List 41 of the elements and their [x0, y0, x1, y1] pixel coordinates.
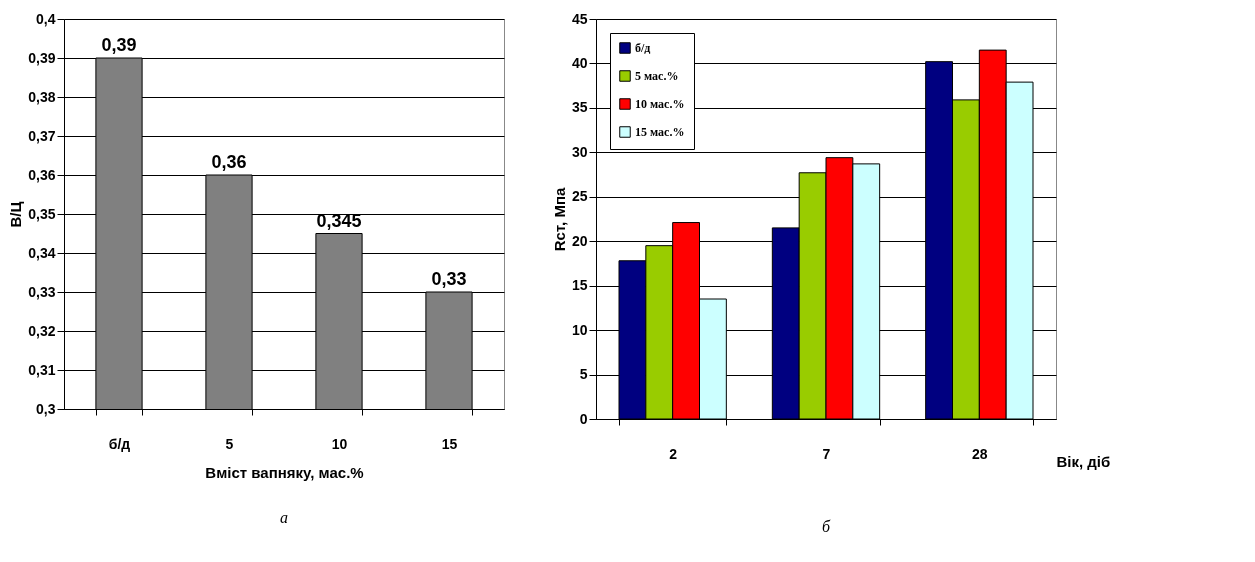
y-tick-label: 0,32: [28, 322, 56, 339]
legend-label: 15 мас.%: [635, 125, 685, 139]
y-axis-title: Rст, Мпа: [550, 187, 568, 252]
y-tick-label: 0,39: [28, 49, 56, 66]
legend-label: 5 мас.%: [635, 69, 679, 83]
y-tick-label: 0,4: [36, 10, 56, 27]
y-tick-label: 0,37: [28, 127, 56, 144]
x-axis-title: Вік, діб: [1056, 452, 1111, 470]
data-label: 0,36: [211, 152, 247, 172]
x-tick-label: 15: [441, 435, 458, 452]
y-tick-label: 0,36: [28, 166, 56, 183]
x-tick-label: 7: [822, 445, 831, 462]
data-label: 0,33: [431, 269, 467, 289]
y-tick-label: 0,34: [28, 244, 56, 261]
x-tick-label: б/д: [108, 435, 131, 452]
x-tick-label: 5: [225, 435, 234, 452]
y-axis-title: В/Ц: [7, 201, 25, 228]
y-tick-label: 15: [571, 277, 588, 294]
y-tick-label: 40: [571, 54, 588, 71]
y-tick-label: 45: [571, 10, 588, 27]
y-tick-label: 0: [579, 410, 588, 427]
y-tick-label: 10: [571, 321, 588, 338]
data-label: 0,39: [101, 35, 137, 55]
y-tick-label: 35: [571, 99, 588, 116]
x-tick-label: 28: [972, 445, 988, 462]
text: б: [821, 518, 831, 535]
x-tick-label: 10: [331, 435, 348, 452]
y-tick-label: 0,31: [28, 361, 56, 378]
y-tick-label: 20: [571, 232, 588, 249]
y-tick-label: 0,3: [36, 400, 56, 417]
legend-label: б/д: [635, 41, 651, 55]
y-tick-label: 0,35: [28, 205, 56, 222]
y-tick-label: 30: [571, 143, 588, 160]
y-tick-label: 5: [579, 366, 588, 383]
y-tick-label: 0,38: [28, 88, 56, 105]
y-tick-label: 25: [571, 188, 588, 205]
text: а: [280, 509, 288, 526]
legend-label: 10 мас.%: [635, 97, 685, 111]
x-axis-title: Вміст вапняку, мас.%: [205, 463, 364, 481]
x-tick-label: 2: [669, 445, 678, 462]
y-tick-label: 0,33: [28, 283, 56, 300]
